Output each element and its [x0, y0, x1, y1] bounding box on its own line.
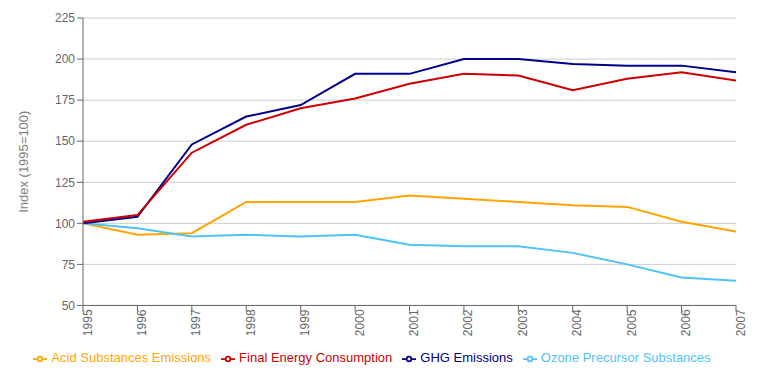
html-text:Final Energy Consumption: Final Energy Consumption — [239, 350, 393, 366]
svg-text:2002: 2002 — [461, 309, 475, 336]
svg-text:Index (1995=100): Index (1995=100) — [16, 111, 31, 213]
svg-text:125: 125 — [55, 176, 75, 190]
svg-text:225: 225 — [55, 11, 75, 25]
svg-text:75: 75 — [62, 258, 76, 272]
html-text:Acid Substances Emissions: Acid Substances Emissions — [51, 350, 212, 366]
html-text:Ozone Precursor Substances: Ozone Precursor Substances — [540, 350, 711, 366]
svg-text:200: 200 — [55, 52, 75, 66]
html-text:GHG Emissions: GHG Emissions — [420, 350, 513, 366]
svg-text:2005: 2005 — [625, 309, 639, 336]
svg-text:100: 100 — [55, 217, 75, 231]
svg-text:1996: 1996 — [135, 309, 149, 336]
svg-text:1997: 1997 — [189, 309, 203, 336]
svg-text:150: 150 — [55, 134, 75, 148]
svg-text:50: 50 — [62, 299, 76, 313]
svg-text:1995: 1995 — [81, 309, 95, 336]
svg-text:2003: 2003 — [516, 309, 530, 336]
svg-text:1999: 1999 — [298, 309, 312, 336]
svg-text:2004: 2004 — [570, 309, 584, 336]
svg-text:2006: 2006 — [679, 309, 693, 336]
svg-text:2007: 2007 — [734, 309, 748, 336]
svg-text:1998: 1998 — [244, 309, 258, 336]
svg-text:2001: 2001 — [407, 309, 421, 336]
svg-text:2000: 2000 — [353, 309, 367, 336]
svg-text:175: 175 — [55, 93, 75, 107]
